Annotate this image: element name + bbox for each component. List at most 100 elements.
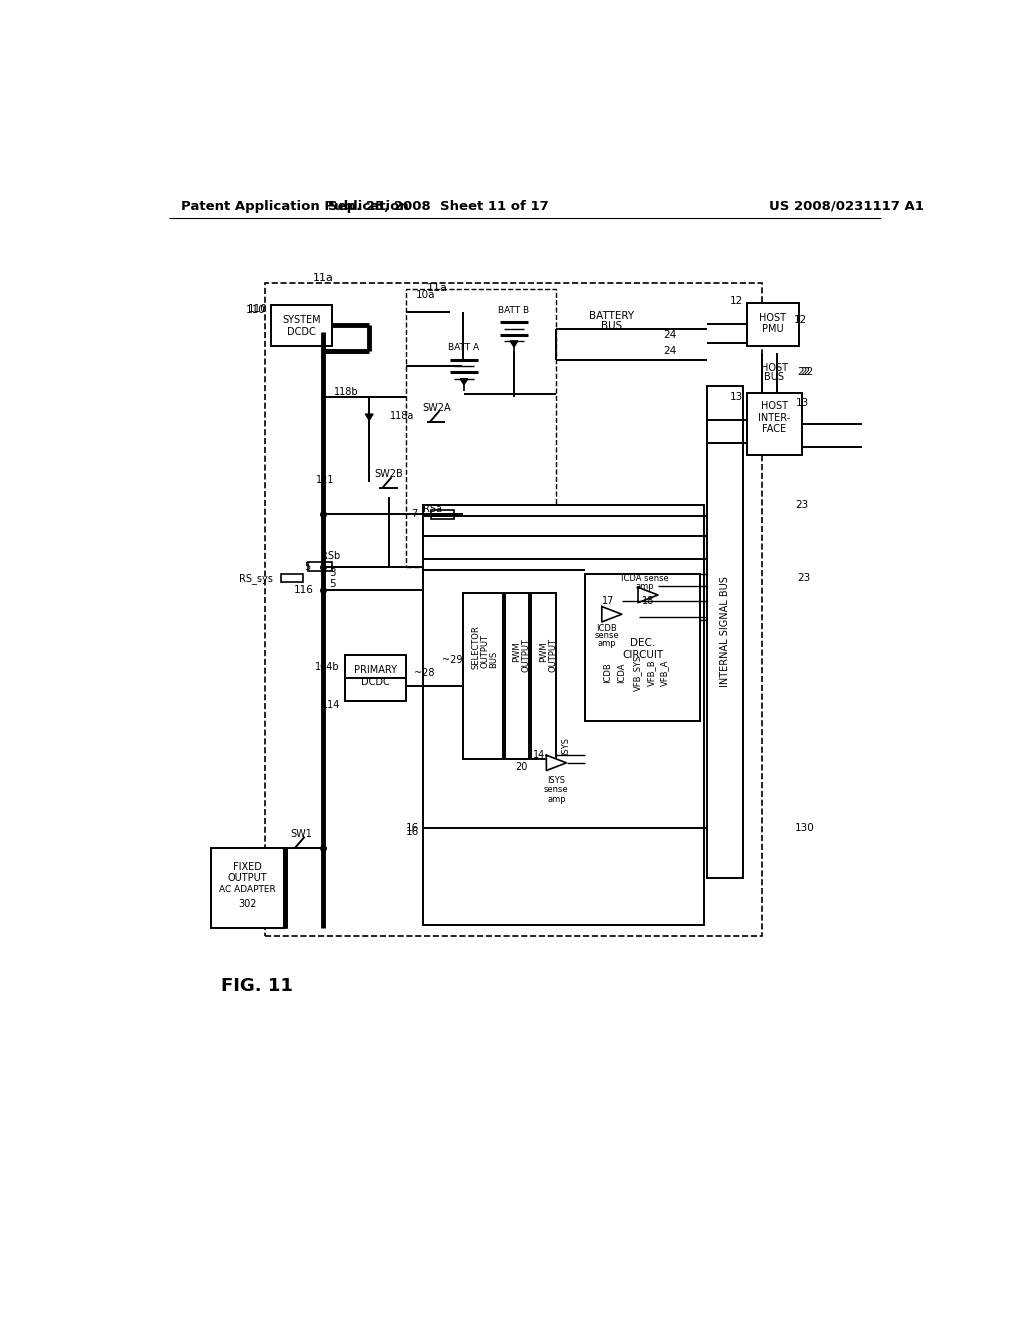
Bar [308,562,332,572]
Text: 302: 302 [239,899,257,908]
Text: FIXED: FIXED [233,862,262,871]
Text: ICDA: ICDA [617,663,627,682]
Text: PRIMARY: PRIMARY [354,665,397,676]
Text: VFB_A: VFB_A [660,660,670,686]
Text: OUTPUT: OUTPUT [548,638,557,672]
Text: SW2A: SW2A [422,403,451,413]
Bar [531,594,556,759]
Bar [585,574,700,721]
Text: 104b: 104b [315,661,340,672]
Bar [423,506,705,924]
Text: HOST: HOST [759,313,786,323]
Text: CIRCUIT: CIRCUIT [622,649,664,660]
Text: 24: 24 [663,330,676,341]
Text: 16: 16 [407,828,419,837]
Text: 13: 13 [729,392,742,403]
Text: ICDA sense: ICDA sense [621,574,669,582]
Polygon shape [602,607,622,622]
Text: INTERNAL SIGNAL BUS: INTERNAL SIGNAL BUS [720,577,730,688]
Bar [211,847,285,928]
Bar [271,305,332,346]
Text: 12: 12 [730,296,743,306]
Text: 17: 17 [602,597,614,606]
Text: 13: 13 [796,399,809,408]
Text: Sep. 25, 2008  Sheet 11 of 17: Sep. 25, 2008 Sheet 11 of 17 [328,199,549,213]
Text: SW2B: SW2B [374,469,402,479]
Text: 5: 5 [329,579,336,589]
Text: 114: 114 [322,700,340,710]
Text: PWM: PWM [513,642,521,661]
Text: OUTPUT: OUTPUT [227,874,267,883]
Text: PWM: PWM [539,642,548,661]
Text: DEC.: DEC. [630,639,655,648]
Text: 12: 12 [794,315,807,325]
Text: DCDC: DCDC [287,326,315,337]
Text: RS_sys: RS_sys [240,573,273,583]
Text: BUS: BUS [489,651,499,668]
Text: 11a: 11a [427,282,447,293]
Bar [282,574,303,582]
Bar [265,284,762,936]
Text: FIG. 11: FIG. 11 [221,977,293,995]
Text: 121: 121 [316,475,335,486]
Text: FACE: FACE [762,425,786,434]
Text: 130: 130 [795,824,814,833]
Text: 110: 110 [246,305,265,315]
Text: amp: amp [636,582,654,591]
Text: RSa: RSa [423,504,442,513]
Text: 20: 20 [515,762,527,772]
Text: BUS: BUS [601,321,623,331]
Text: amp: amp [597,639,615,648]
Text: 22: 22 [798,367,811,378]
Bar [746,304,799,346]
Text: SYSTEM: SYSTEM [283,315,321,325]
Text: HOST: HOST [761,363,787,372]
Text: sense: sense [544,785,568,795]
Polygon shape [460,379,468,385]
Bar [431,510,454,519]
Text: 23: 23 [798,573,811,583]
Bar [505,594,529,759]
Text: Patent Application Publication: Patent Application Publication [180,199,409,213]
Polygon shape [547,755,566,771]
Text: VFB_B: VFB_B [646,660,655,686]
Bar [345,655,407,701]
Text: 18: 18 [642,597,654,606]
Text: 118a: 118a [389,412,414,421]
Polygon shape [366,414,373,420]
Text: PMU: PMU [762,325,783,334]
Text: BATT B: BATT B [499,306,529,314]
Bar [746,393,802,455]
Text: BATTERY: BATTERY [589,312,635,321]
Bar [407,289,556,566]
Text: BATT A: BATT A [449,343,479,352]
Polygon shape [638,587,658,603]
Text: SW1: SW1 [291,829,312,838]
Text: 118b: 118b [334,387,358,397]
Text: 116: 116 [294,585,313,594]
Text: 110: 110 [248,304,267,314]
Text: 16: 16 [407,824,419,833]
Text: 10a: 10a [416,290,435,301]
Text: BUS: BUS [764,372,784,381]
Text: ISYS: ISYS [561,737,570,755]
Text: ~29: ~29 [442,656,463,665]
Polygon shape [510,341,518,347]
Text: sense: sense [594,631,618,640]
Text: 3: 3 [329,568,336,578]
Text: ~28: ~28 [414,668,434,677]
Bar [707,385,743,878]
Text: 14: 14 [532,750,545,760]
Text: INTER-: INTER- [758,413,791,422]
Text: OUTPUT: OUTPUT [480,634,489,668]
Text: 23: 23 [796,500,809,510]
Bar [463,594,503,759]
Text: 5: 5 [304,561,310,572]
Text: US 2008/0231117 A1: US 2008/0231117 A1 [769,199,924,213]
Text: DCDC: DCDC [361,677,390,686]
Text: 7: 7 [411,510,417,519]
Text: HOST: HOST [761,401,787,412]
Text: ISYS: ISYS [548,776,565,785]
Text: 11a: 11a [312,273,334,282]
Text: amp: amp [547,795,565,804]
